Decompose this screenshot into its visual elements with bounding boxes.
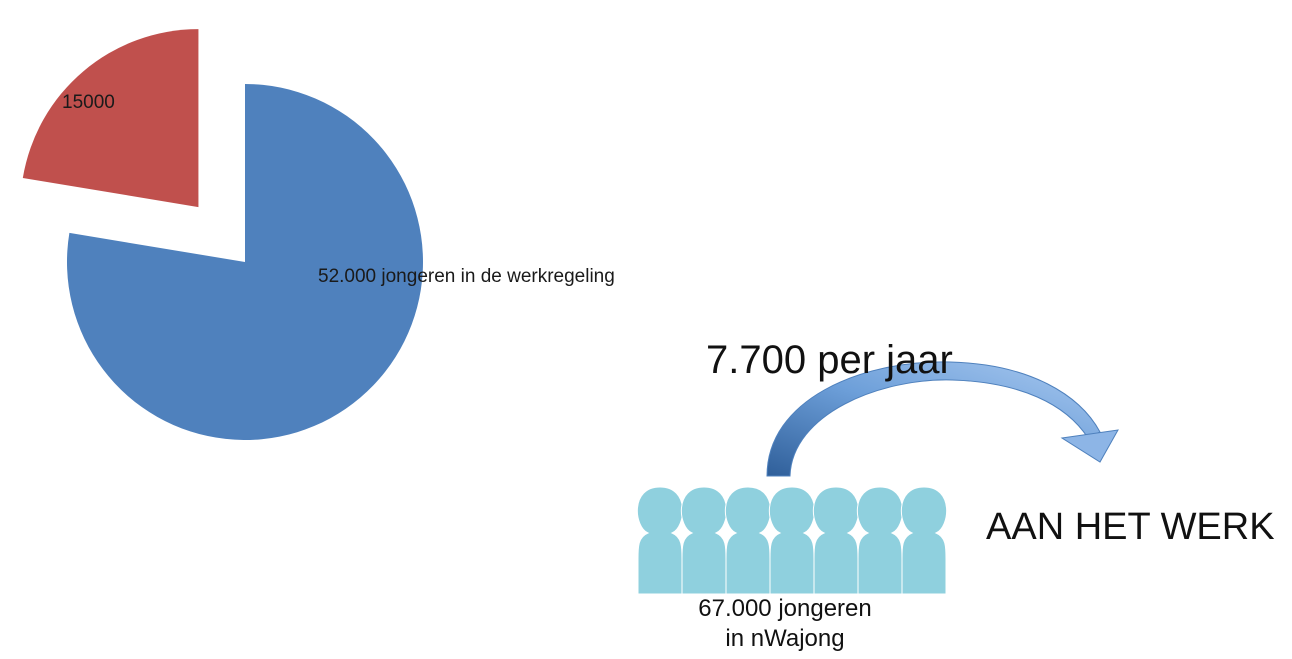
person-icon xyxy=(637,486,683,595)
people-group xyxy=(637,486,947,595)
destination-label: AAN HET WERK xyxy=(986,506,1275,548)
slice-label-small: 15000 xyxy=(62,92,115,113)
population-label-line2: in nWajong xyxy=(725,625,845,652)
person-icon xyxy=(901,486,947,595)
person-icon xyxy=(857,486,903,595)
person-icon xyxy=(681,486,727,595)
pie-chart xyxy=(22,29,424,440)
person-icon xyxy=(769,486,815,595)
slice-label-large: 52.000 jongeren in de werkregeling xyxy=(318,266,615,287)
rate-label: 7.700 per jaar xyxy=(706,338,953,382)
population-label: 67.000 jongeren in nWajong xyxy=(640,594,930,654)
person-icon xyxy=(813,486,859,595)
pie-slice-small xyxy=(22,29,199,208)
person-icon xyxy=(725,486,771,595)
arrow-head xyxy=(1060,429,1119,463)
population-label-line1: 67.000 jongeren xyxy=(698,595,872,622)
pie-slice-large xyxy=(66,84,424,440)
arrow-body xyxy=(766,361,1101,477)
curved-arrow xyxy=(766,361,1119,477)
